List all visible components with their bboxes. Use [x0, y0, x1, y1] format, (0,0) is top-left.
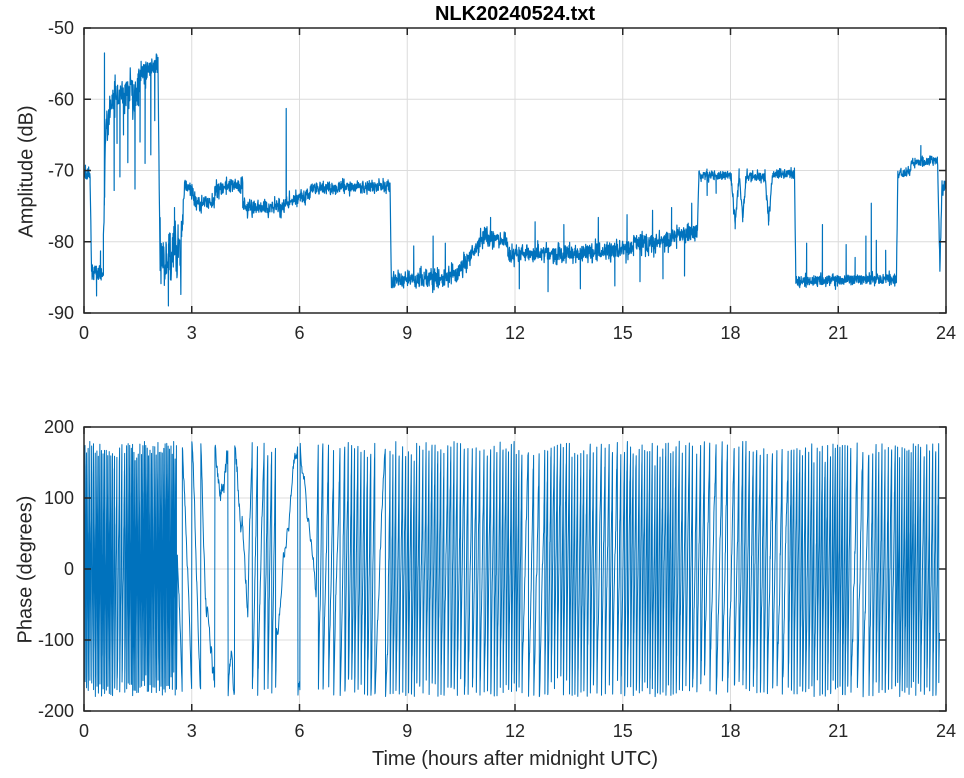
amplitude-axes: 0 3 6 9 12 15 18 21 24 -90 -80 -70 -60 -50	[48, 18, 956, 343]
chart-title: NLK20240524.txt	[434, 3, 596, 25]
y-tick-label-3: -60	[48, 89, 74, 109]
x-tick-label-1: 3	[187, 721, 197, 741]
y-tick-label-2: 0	[64, 559, 74, 579]
time-x-axis-label: Time (hours after midnight UTC)	[372, 748, 658, 770]
x-tick-label-7: 21	[828, 323, 848, 343]
tick-marks	[83, 27, 947, 314]
x-tick-label-7: 21	[828, 721, 848, 741]
y-tick-label-3: 100	[44, 488, 74, 508]
y-tick-labels: -90 -80 -70 -60 -50	[48, 18, 74, 323]
x-tick-label-8: 24	[936, 323, 956, 343]
phase-axes: 0 3 6 9 12 15 18 21 24 -200 -100 0 100 200	[38, 417, 956, 741]
x-tick-labels: 0 3 6 9 12 15 18 21 24	[79, 721, 956, 741]
x-tick-label-3: 9	[402, 323, 412, 343]
x-tick-label-2: 6	[294, 721, 304, 741]
y-tick-label-4: -50	[48, 18, 74, 38]
x-tick-label-6: 18	[720, 323, 740, 343]
y-tick-label-0: -90	[48, 303, 74, 323]
x-tick-label-4: 12	[505, 721, 525, 741]
amplitude-series	[84, 52, 946, 307]
x-tick-label-0: 0	[79, 721, 89, 741]
x-tick-label-3: 9	[402, 721, 412, 741]
amplitude-line	[84, 52, 946, 307]
x-tick-label-6: 18	[720, 721, 740, 741]
x-tick-label-1: 3	[187, 323, 197, 343]
y-tick-label-0: -200	[38, 701, 74, 721]
x-tick-label-0: 0	[79, 323, 89, 343]
y-tick-labels: -200 -100 0 100 200	[38, 417, 74, 721]
x-tick-label-4: 12	[505, 323, 525, 343]
y-tick-label-1: -100	[38, 630, 74, 650]
phase-line	[84, 440, 941, 698]
y-tick-label-4: 200	[44, 417, 74, 437]
x-tick-labels: 0 3 6 9 12 15 18 21 24	[79, 323, 956, 343]
x-tick-label-8: 24	[936, 721, 956, 741]
x-tick-label-5: 15	[613, 721, 633, 741]
x-tick-label-2: 6	[294, 323, 304, 343]
x-tick-label-5: 15	[613, 323, 633, 343]
phase-series	[84, 440, 941, 698]
tick-marks	[83, 426, 947, 712]
y-tick-label-2: -70	[48, 161, 74, 181]
y-tick-label-1: -80	[48, 232, 74, 252]
grid-lines	[84, 28, 946, 313]
